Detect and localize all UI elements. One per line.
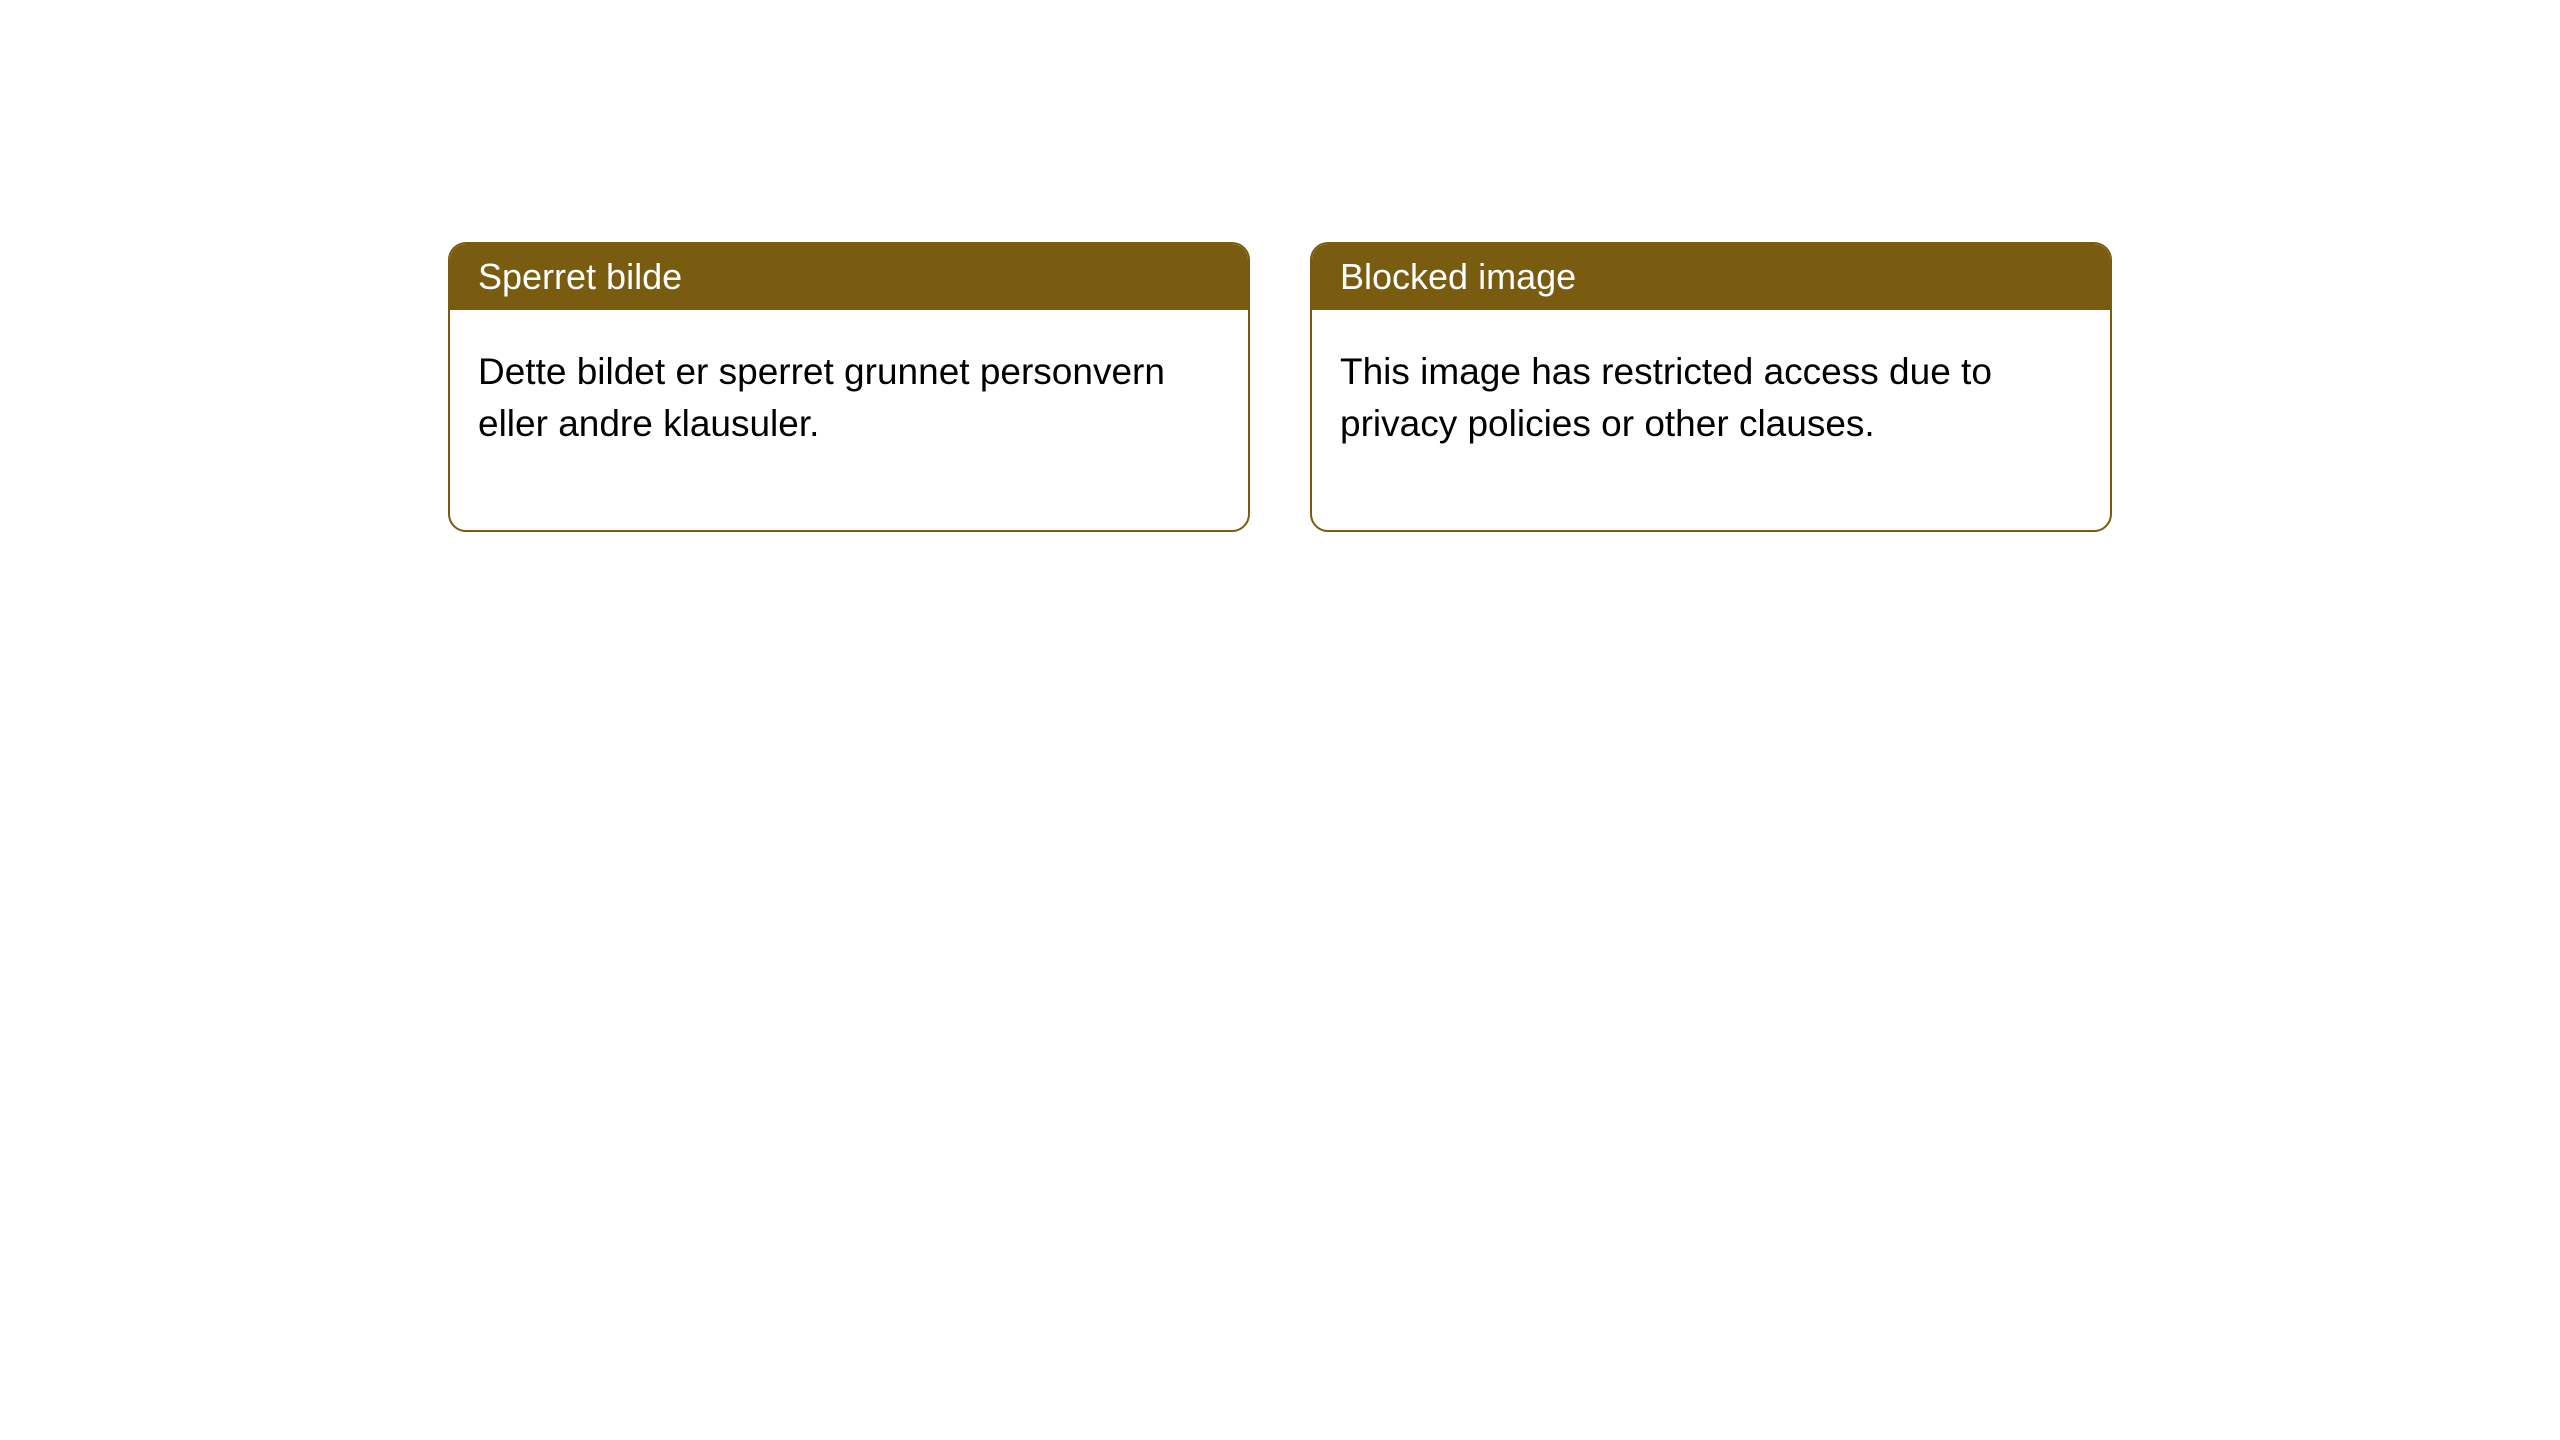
card-title: Blocked image [1340,256,1576,297]
card-norwegian: Sperret bilde Dette bildet er sperret gr… [448,242,1250,532]
card-title: Sperret bilde [478,256,682,297]
card-body: This image has restricted access due to … [1312,310,2110,530]
card-header: Blocked image [1312,244,2110,310]
card-body-text: Dette bildet er sperret grunnet personve… [478,351,1165,444]
blocked-image-cards: Sperret bilde Dette bildet er sperret gr… [448,242,2112,532]
card-header: Sperret bilde [450,244,1248,310]
card-body-text: This image has restricted access due to … [1340,351,1992,444]
card-english: Blocked image This image has restricted … [1310,242,2112,532]
card-body: Dette bildet er sperret grunnet personve… [450,310,1248,530]
